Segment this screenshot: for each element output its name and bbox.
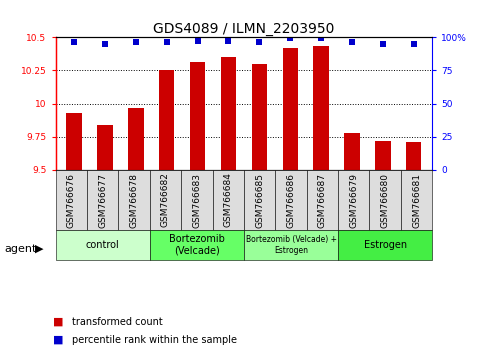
Bar xyxy=(97,125,113,170)
Text: GSM766680: GSM766680 xyxy=(381,172,390,228)
Text: ■: ■ xyxy=(53,317,64,327)
Bar xyxy=(221,57,236,170)
Text: transformed count: transformed count xyxy=(72,317,163,327)
Text: GSM766681: GSM766681 xyxy=(412,172,421,228)
Text: GSM766682: GSM766682 xyxy=(161,172,170,228)
Text: Bortezomib
(Velcade): Bortezomib (Velcade) xyxy=(169,234,225,256)
Text: agent: agent xyxy=(5,244,37,254)
Text: GSM766687: GSM766687 xyxy=(318,172,327,228)
Text: Bortezomib (Velcade) +
Estrogen: Bortezomib (Velcade) + Estrogen xyxy=(245,235,337,255)
Text: ▶: ▶ xyxy=(35,244,43,254)
Text: GSM766685: GSM766685 xyxy=(255,172,264,228)
Bar xyxy=(375,141,391,170)
Text: GSM766677: GSM766677 xyxy=(98,172,107,228)
Bar xyxy=(159,70,174,170)
Text: percentile rank within the sample: percentile rank within the sample xyxy=(72,335,238,345)
Bar xyxy=(283,48,298,170)
Title: GDS4089 / ILMN_2203950: GDS4089 / ILMN_2203950 xyxy=(153,22,335,36)
Text: control: control xyxy=(86,240,119,250)
Bar xyxy=(344,133,360,170)
Bar xyxy=(190,62,205,170)
Bar xyxy=(313,46,329,170)
Bar xyxy=(252,64,267,170)
Text: ■: ■ xyxy=(53,335,64,345)
Bar xyxy=(406,142,422,170)
Text: GSM766676: GSM766676 xyxy=(67,172,76,228)
Bar xyxy=(128,108,143,170)
Text: Estrogen: Estrogen xyxy=(364,240,407,250)
Text: GSM766684: GSM766684 xyxy=(224,172,233,228)
Text: GSM766686: GSM766686 xyxy=(286,172,296,228)
Text: GSM766683: GSM766683 xyxy=(192,172,201,228)
Text: GSM766679: GSM766679 xyxy=(349,172,358,228)
Bar xyxy=(66,113,82,170)
Text: GSM766678: GSM766678 xyxy=(129,172,139,228)
